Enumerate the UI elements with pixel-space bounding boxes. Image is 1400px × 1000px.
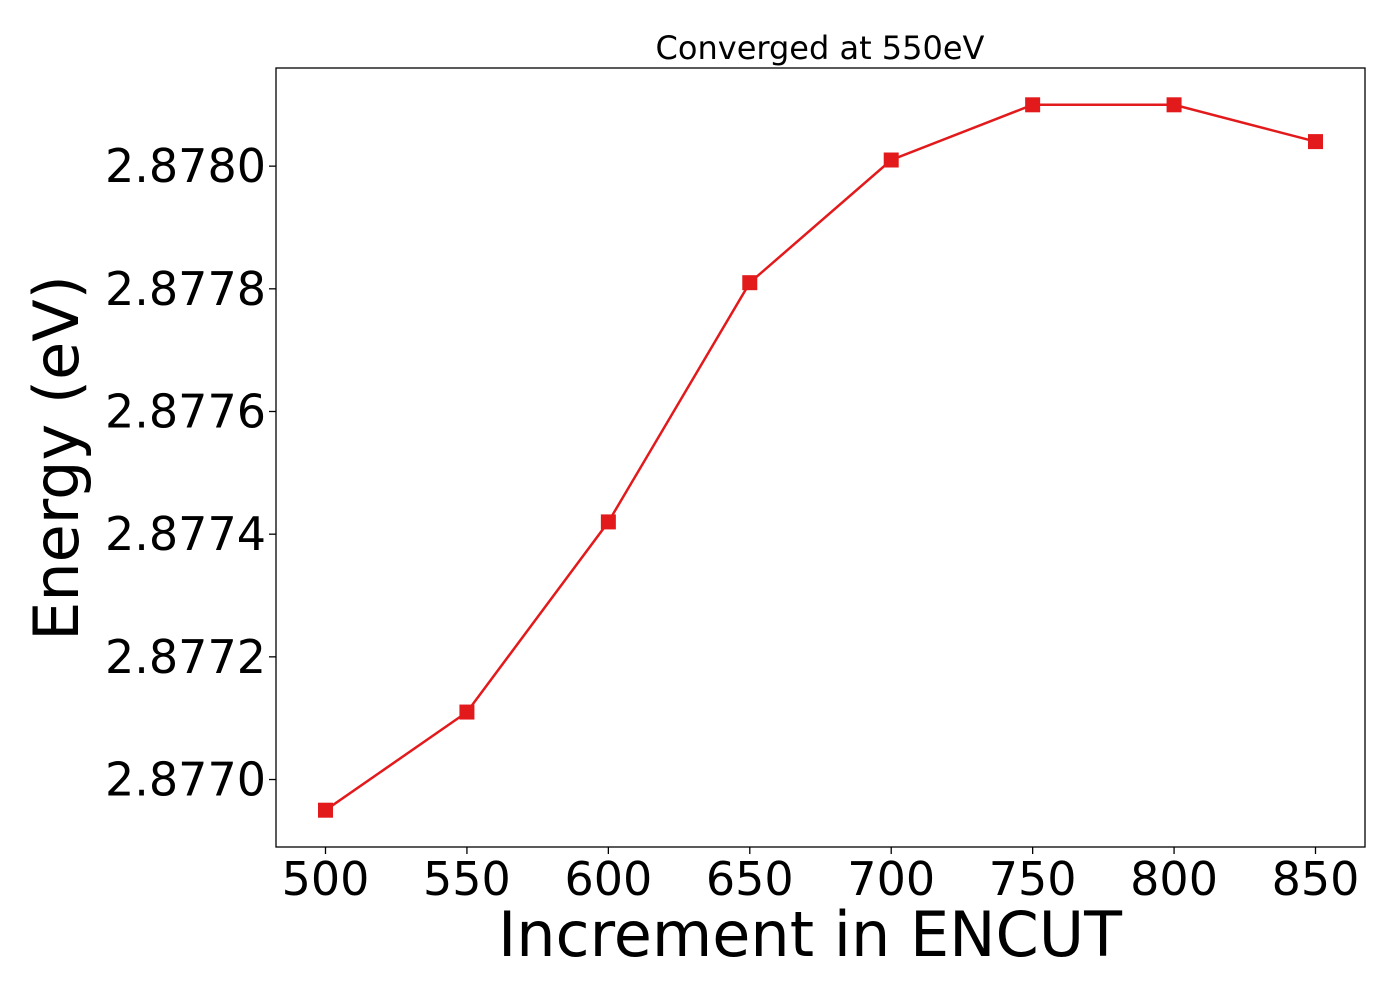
plot-area <box>318 97 1323 818</box>
data-point-marker <box>883 152 899 168</box>
y-tick-label: 2.8780 <box>105 139 266 193</box>
y-tick-label: 2.8778 <box>105 262 266 316</box>
y-axis-label: Energy (eV) <box>20 275 93 641</box>
x-tick-label: 750 <box>989 852 1077 906</box>
x-tick-label: 550 <box>423 852 511 906</box>
y-tick-label: 2.8776 <box>105 384 266 438</box>
y-tick-label: 2.8772 <box>105 630 266 684</box>
data-point-marker <box>1166 97 1182 113</box>
x-axis: 500 550 600 650 700 750 800 850 <box>282 847 1360 906</box>
y-tick-label: 2.8774 <box>105 507 266 561</box>
x-tick-label: 650 <box>706 852 794 906</box>
x-tick-label: 850 <box>1272 852 1360 906</box>
x-tick-label: 700 <box>847 852 935 906</box>
y-axis: 2.8770 2.8772 2.8774 2.8776 2.8778 2.8780 <box>105 139 276 807</box>
x-tick-label: 600 <box>564 852 652 906</box>
x-tick-label: 800 <box>1130 852 1218 906</box>
plot-frame <box>275 67 1366 848</box>
y-tick-label: 2.8770 <box>105 753 266 807</box>
x-tick-label: 500 <box>282 852 370 906</box>
data-point-marker <box>600 514 616 530</box>
series-line <box>324 103 1316 812</box>
chart-title: Converged at 550eV <box>656 29 985 67</box>
data-point-marker <box>1308 134 1323 150</box>
data-point-marker <box>742 275 758 291</box>
data-point-marker <box>459 704 475 720</box>
data-point-marker <box>1025 97 1041 113</box>
x-axis-label: Increment in ENCUT <box>498 898 1123 971</box>
data-point-marker <box>318 802 333 818</box>
